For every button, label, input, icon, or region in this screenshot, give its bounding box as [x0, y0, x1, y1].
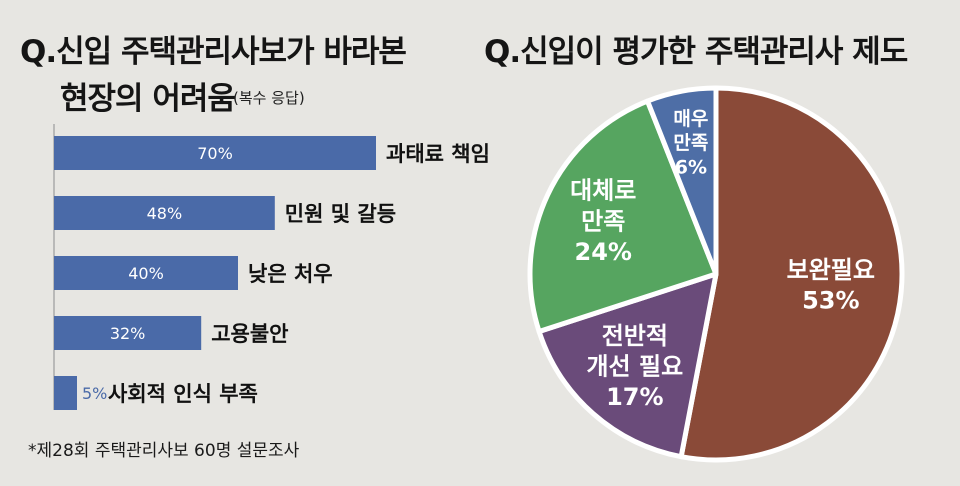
bar-2	[54, 256, 238, 290]
bar-0	[54, 136, 376, 170]
pie-pct-label: 17%	[606, 383, 663, 411]
bar-category-label: 고용불안	[211, 322, 288, 346]
bar-category-label: 과태료 책임	[386, 142, 490, 166]
bar-value-label: 40%	[128, 264, 164, 283]
footnote: *제28회 주택관리사보 60명 설문조사	[28, 441, 300, 461]
pie-slice-very-satisfied	[645, 85, 719, 277]
pie-slice-label: 개선 필요	[586, 352, 683, 380]
left-chart-subtitle: (복수 응답)	[233, 89, 305, 107]
pie-slice-label: 대체로	[570, 177, 636, 205]
bar-3	[54, 316, 202, 350]
bar-value-label: 48%	[147, 204, 183, 223]
bar-4	[54, 376, 77, 410]
pie-pct-label: 53%	[802, 287, 859, 315]
left-chart-title-line1: Q.신입 주택관리사보가 바라본	[20, 34, 407, 70]
bar-category-label: 사회적 인식 부족	[108, 382, 258, 406]
bar-1	[54, 196, 275, 230]
pie-slice-label: 전반적	[602, 322, 668, 350]
bar-category-label: 민원 및 갈등	[285, 202, 396, 226]
right-chart-title: Q.신입이 평가한 주택관리사 제도	[484, 34, 908, 70]
bar-value-label: 32%	[110, 324, 146, 343]
pie-slice-need-improvement	[678, 85, 905, 463]
bar-category-label: 낮은 처우	[248, 262, 333, 286]
left-chart-title-line2: 현장의 어려움	[60, 81, 236, 117]
pie-pct-label: 24%	[575, 238, 632, 266]
bar-value-label: 70%	[197, 144, 233, 163]
pie-slice-label: 만족	[581, 207, 625, 235]
bar-chart: 70% 과태료 책임 48% 민원 및 갈등 40% 낮은 처우 32% 고용불안 5% 사회적 …	[53, 124, 490, 410]
pie-slice-label: 보완필요	[787, 256, 875, 284]
pie-pct-label: 6%	[675, 156, 707, 178]
pie-slice-label: 만족	[673, 132, 708, 154]
pie-slice-label: 매우	[673, 108, 708, 130]
bar-value-label: 5%	[82, 384, 107, 403]
